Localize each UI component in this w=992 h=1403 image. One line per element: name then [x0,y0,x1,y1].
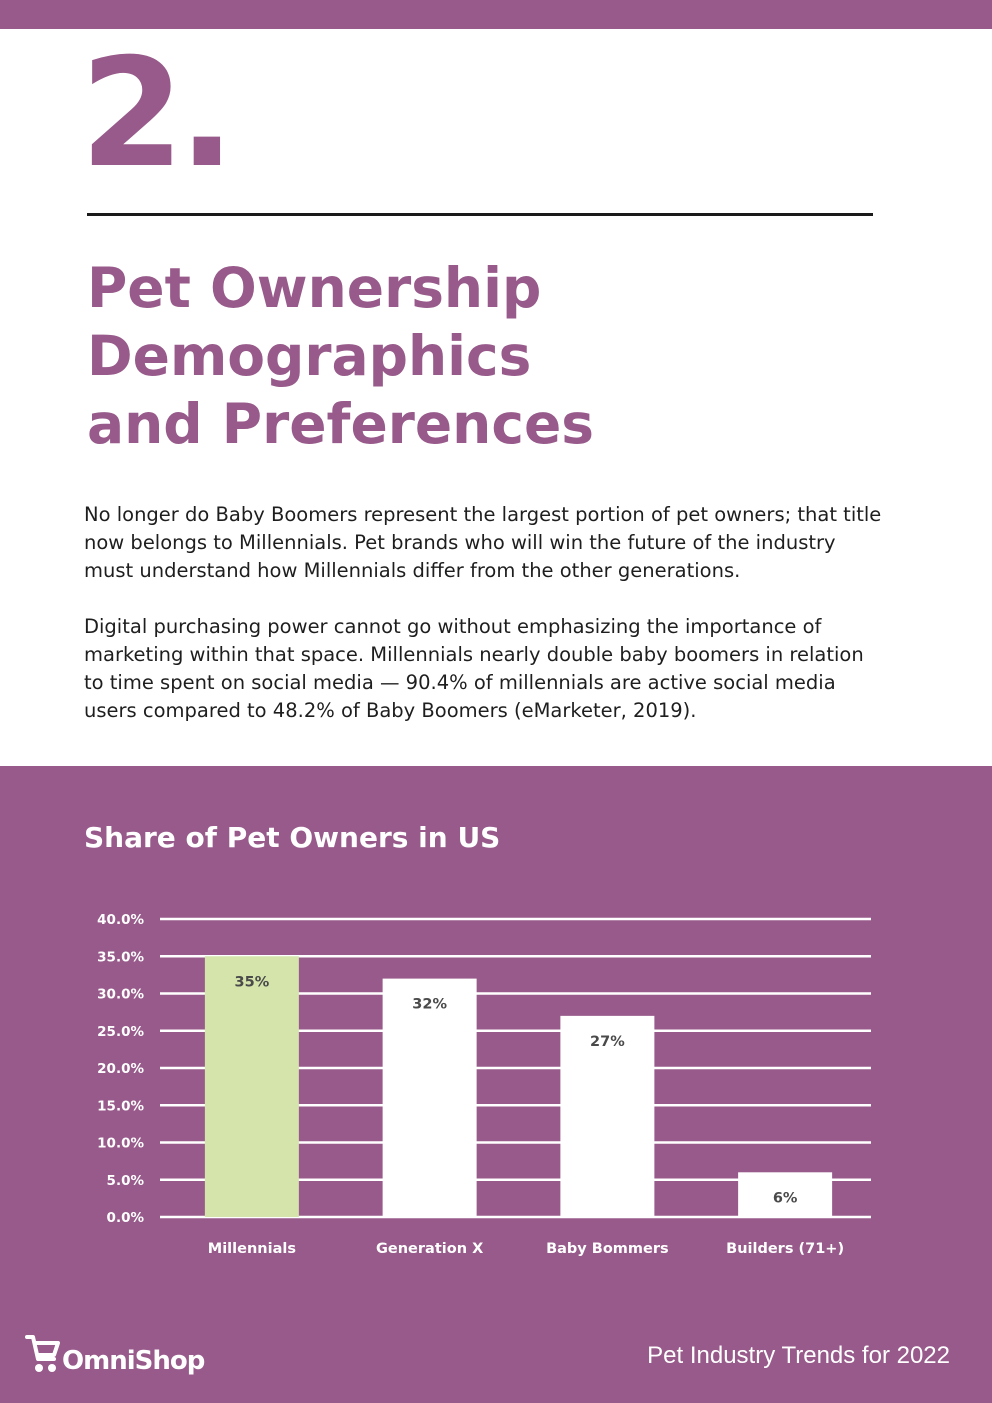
data-label: 6% [773,1190,798,1206]
paragraph-line: users compared to 48.2% of Baby Boomers … [84,699,697,722]
chart-panel [0,766,992,1403]
paragraph-line: Digital purchasing power cannot go witho… [84,615,822,638]
data-label: 35% [235,974,270,990]
y-tick-label: 30.0% [97,987,144,1003]
paragraph-line: No longer do Baby Boomers represent the … [84,503,882,526]
x-category-label: Builders (71+) [726,1241,844,1257]
y-tick-label: 20.0% [97,1061,144,1077]
publication-title: Pet Industry Trends for 2022 [647,1342,950,1369]
y-tick-label: 15.0% [97,1098,144,1114]
data-label: 32% [412,997,447,1013]
bar-generation-x [382,978,477,1217]
top-accent-bar [0,0,992,29]
bar-builders-71 [738,1172,833,1217]
shopping-cart-logo-icon [25,1335,60,1372]
title-line: and Preferences [87,392,594,456]
y-tick-label: 25.0% [97,1024,144,1040]
title-line: Pet Ownership [87,256,542,320]
x-category-label: Baby Bommers [546,1241,669,1257]
paragraph-line: must understand how Millennials differ f… [84,559,741,582]
data-label: 27% [590,1034,625,1050]
paragraph-line: marketing within that space. Millennials… [84,643,864,666]
intro-paragraph: No longer do Baby Boomers represent the … [84,501,884,585]
social-media-paragraph: Digital purchasing power cannot go witho… [84,613,884,725]
title-line: Demographics [87,324,532,388]
page-title: Pet Ownership Demographics and Preferenc… [87,254,594,458]
title-divider [87,213,873,216]
bar-millennials [204,956,299,1217]
x-category-label: Millennials [208,1241,296,1257]
y-tick-label: 10.0% [97,1136,144,1152]
section-number: 2. [80,27,235,201]
bar-baby-bommers [560,1015,655,1217]
y-tick-label: 0.0% [107,1210,145,1226]
y-tick-label: 40.0% [97,912,144,928]
paragraph-line: to time spent on social media — 90.4% of… [84,671,836,694]
x-category-label: Generation X [376,1241,483,1257]
chart-title: Share of Pet Owners in US [84,821,501,854]
brand-logo-text: OmniShop [62,1346,205,1376]
y-tick-label: 35.0% [97,949,144,965]
paragraph-line: now belongs to Millennials. Pet brands w… [84,531,836,554]
y-tick-label: 5.0% [107,1173,145,1189]
